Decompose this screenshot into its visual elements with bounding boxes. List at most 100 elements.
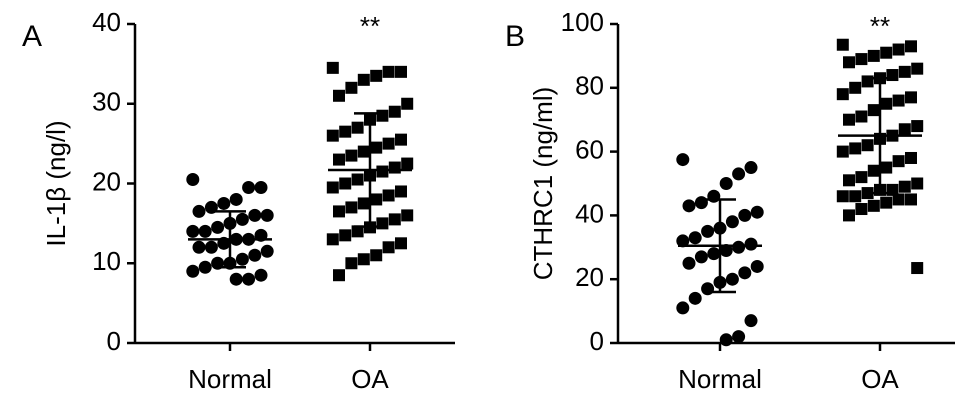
data-point [198,260,212,274]
data-point [732,330,746,344]
data-point [211,220,225,234]
data-point [861,139,874,152]
data-point [326,181,339,194]
data-point [855,110,868,123]
data-point [326,129,339,142]
data-point [911,177,924,190]
data-point [235,252,249,266]
data-point [198,224,212,238]
data-point [701,282,715,296]
data-point [186,173,200,187]
data-point [351,173,364,186]
data-point [357,197,370,210]
data-point [357,253,370,266]
data-point [843,113,855,126]
panel-label: B [505,20,525,53]
data-point [357,145,370,158]
data-point [370,249,383,262]
y-tick-label: 40 [92,7,121,37]
data-point [395,185,407,198]
data-point [898,65,911,78]
data-point [880,97,893,110]
x-tick-label: OA [861,364,899,394]
data-point [849,81,862,94]
data-point [725,215,739,229]
data-point [376,165,389,178]
data-point [738,208,752,222]
data-point [688,231,702,245]
y-tick-label: 60 [575,134,604,164]
data-point [892,193,905,206]
data-point [345,81,358,94]
data-point [905,151,917,164]
data-point [186,264,200,278]
y-axis-label: IL-1β (ng/l) [41,120,71,246]
data-point [694,196,708,210]
data-point [744,161,758,175]
data-point [388,105,401,118]
data-point [867,164,880,177]
data-point [345,257,358,270]
data-point [682,256,696,270]
data-point [357,73,370,86]
data-point [701,224,715,238]
data-point [192,240,206,254]
data-point [707,189,721,203]
data-point [345,201,358,214]
data-point [867,104,880,117]
x-tick-label: Normal [188,364,272,394]
data-point [395,65,407,78]
data-point [719,243,733,257]
data-point [333,153,345,166]
data-point [382,137,395,150]
data-point [688,291,702,305]
data-point [843,174,855,187]
y-tick-label: 100 [561,7,604,37]
data-point [849,190,862,203]
data-point [260,244,274,258]
data-point [339,229,352,242]
data-point [719,177,733,190]
y-tick-label: 20 [575,262,604,292]
data-point [382,189,395,202]
y-axis-label: CTHRC1 (ng/ml) [528,87,558,281]
data-point [867,199,880,212]
data-point [370,193,383,206]
data-point [370,69,383,82]
data-point [880,46,893,59]
data-point [905,40,917,53]
y-tick-label: 20 [92,166,121,196]
y-tick-label: 10 [92,246,121,276]
data-point [676,153,690,167]
data-point [229,192,243,206]
data-point [836,38,849,51]
data-point [401,209,414,222]
data-point [339,177,352,190]
panel-label: A [22,20,42,53]
data-point [732,240,746,254]
data-point [254,180,268,194]
data-point [351,121,364,134]
data-point [260,208,274,222]
y-tick-label: 0 [590,326,604,356]
data-point [248,248,262,262]
data-point [892,43,905,56]
data-point [880,196,893,209]
data-point [229,272,243,286]
data-point [744,314,758,328]
data-point [326,61,339,74]
data-point [395,133,407,146]
data-point [694,250,708,264]
data-point [836,145,849,158]
data-point [376,109,389,122]
data-point [382,65,395,78]
data-point [676,301,690,315]
data-point [339,125,352,138]
x-tick-label: Normal [678,364,762,394]
data-point [345,149,358,162]
data-point [388,161,401,174]
data-point [242,180,256,194]
data-point [843,56,855,69]
data-point [849,142,862,155]
data-point [235,212,249,226]
